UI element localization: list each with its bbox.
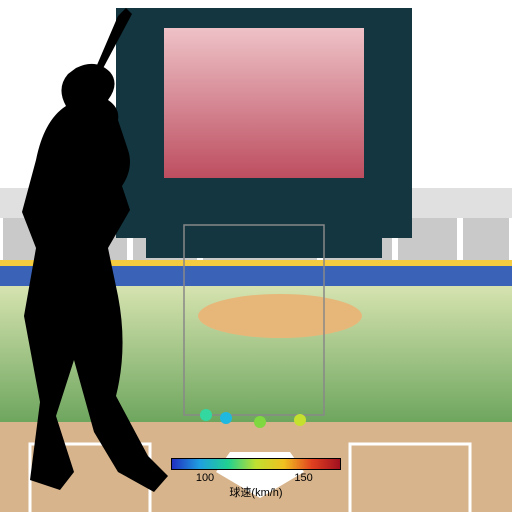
pitch-location-chart: [0, 0, 512, 512]
pitch-marker: [294, 414, 306, 426]
velocity-colorbar: 100150 球速(km/h): [171, 458, 341, 500]
pitch-marker: [200, 409, 212, 421]
colorbar-label: 球速(km/h): [171, 484, 341, 500]
pitch-marker: [220, 412, 232, 424]
scoreboard-base: [146, 198, 382, 258]
scoreboard-screen: [164, 28, 364, 178]
pitchers-mound: [198, 294, 362, 338]
colorbar-ticks: 100150: [171, 470, 341, 484]
pitch-marker: [254, 416, 266, 428]
